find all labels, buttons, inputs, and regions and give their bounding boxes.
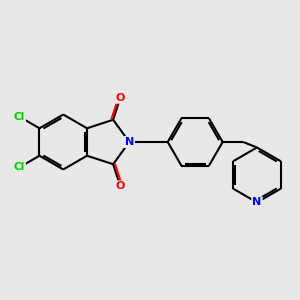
- Text: N: N: [125, 137, 134, 147]
- Text: N: N: [252, 197, 262, 207]
- Text: O: O: [116, 182, 125, 191]
- Text: O: O: [116, 93, 125, 103]
- Text: Cl: Cl: [14, 112, 25, 122]
- Text: Cl: Cl: [14, 162, 25, 172]
